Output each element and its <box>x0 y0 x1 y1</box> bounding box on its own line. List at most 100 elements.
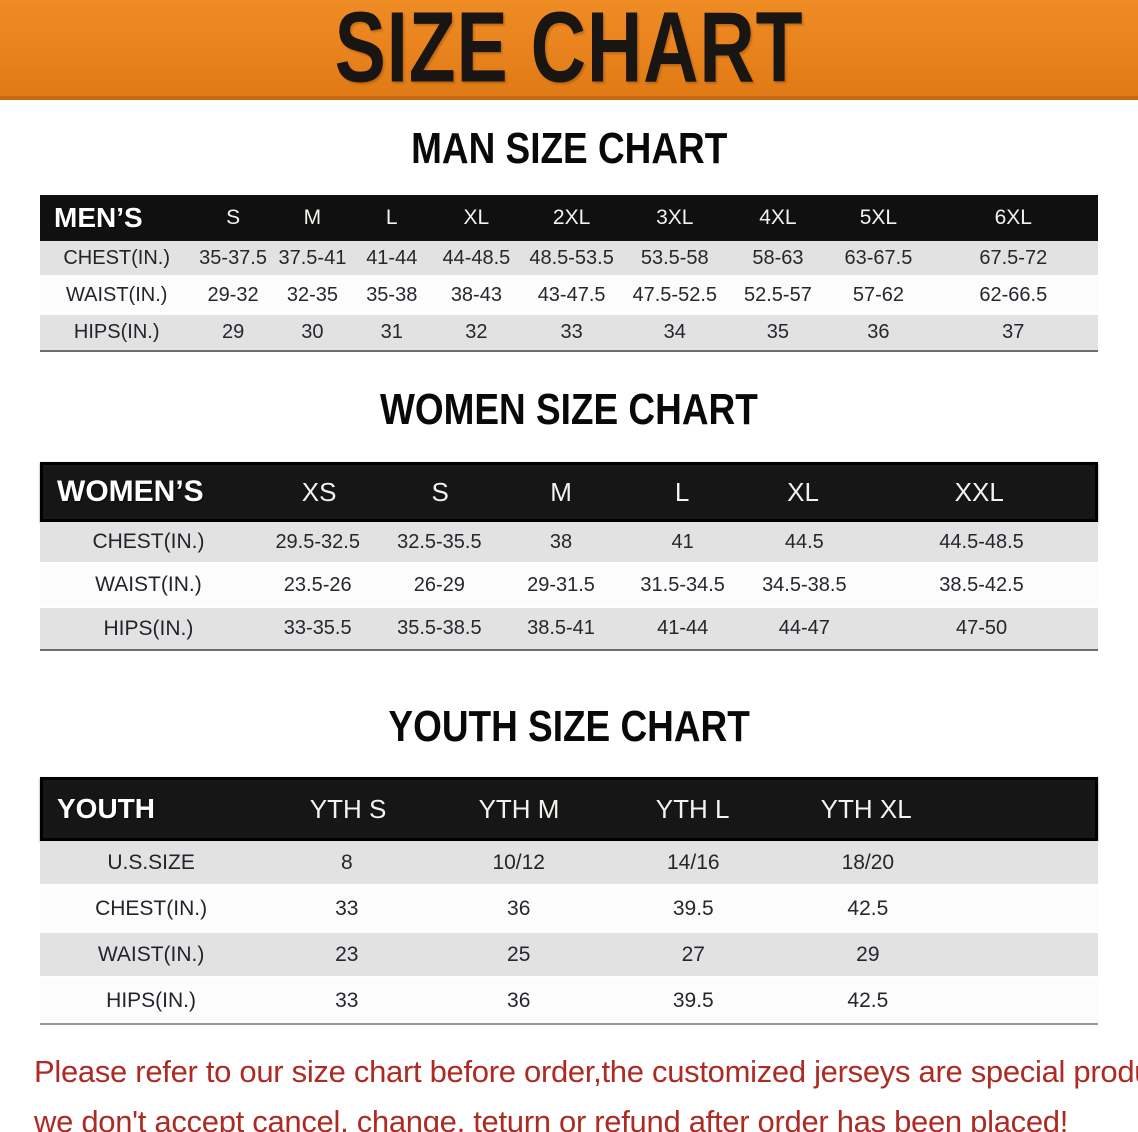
youth-value-cell: 42.5 <box>847 989 889 1012</box>
women-header-label: WOMEN’S <box>57 475 204 508</box>
men-value-cell: 48.5-53.5 <box>529 246 614 269</box>
women-value-cell: 44.5 <box>784 530 824 553</box>
women-value-cell: 31.5-34.5 <box>640 573 725 596</box>
banner: SIZE CHART <box>0 0 1138 100</box>
women-value-cell: 35.5-38.5 <box>397 617 482 639</box>
men-value-cell: 33 <box>560 321 583 343</box>
women-value-cell: 38 <box>549 530 573 553</box>
men-size-col-l: L <box>385 206 398 229</box>
youth-value-cell: 23 <box>335 942 359 966</box>
women-value-cell: 38.5-41 <box>527 617 595 639</box>
men-size-col-xl: XL <box>463 206 490 229</box>
men-value-cell: 53.5-58 <box>640 246 709 269</box>
men-size-col-5xl: 5XL <box>859 206 898 229</box>
women-value-cell: 47-50 <box>955 617 1008 639</box>
youth-value-cell: 10/12 <box>492 850 545 874</box>
men-value-cell: 41-44 <box>366 246 418 269</box>
youth-value-cell: 29 <box>856 942 880 966</box>
youth-value-cell: 33 <box>335 989 359 1012</box>
youth-row-ussize: U.S.SIZE 8 10/12 14/16 18/20 <box>40 841 1098 887</box>
men-row-label: CHEST(IN.) <box>63 246 171 269</box>
women-size-col-s: S <box>431 476 449 507</box>
women-value-cell: 44-47 <box>778 617 830 639</box>
disclaimer-line-2: we don't accept cancel, change, teturn o… <box>34 1104 1069 1132</box>
disclaimer-line-1: Please refer to our size chart before or… <box>34 1054 1138 1089</box>
women-value-cell: 44.5-48.5 <box>939 530 1024 553</box>
men-size-table: MEN’S S M L XL 2XL 3XL 4XL 5XL 6XL CHEST(IN.) 35-37… <box>0 195 1138 352</box>
youth-header-label: YOUTH <box>57 793 155 824</box>
youth-row-label: U.S.SIZE <box>107 850 195 874</box>
men-value-cell: 44-48.5 <box>442 246 511 269</box>
men-value-cell: 32-35 <box>286 283 338 306</box>
youth-size-col-yth-l: YTH L <box>655 793 730 824</box>
women-value-cell: 34.5-38.5 <box>762 573 847 596</box>
men-value-cell: 52.5-57 <box>743 283 812 306</box>
youth-value-cell: 8 <box>340 850 353 874</box>
men-size-col-6xl: 6XL <box>994 206 1032 229</box>
women-size-col-xs: XS <box>301 476 337 507</box>
men-table-header: MEN’S S M L XL 2XL 3XL 4XL 5XL 6XL <box>40 195 1098 241</box>
women-value-cell: 29.5-32.5 <box>275 530 360 553</box>
women-value-cell: 26-29 <box>413 573 465 596</box>
women-row-hipsin: HIPS(IN.) 33-35.5 35.5-38.5 38.5-41 41-44 44-… <box>40 608 1098 651</box>
men-value-cell: 35 <box>766 321 790 343</box>
youth-row-label: WAIST(IN.) <box>97 942 205 966</box>
women-size-col-m: M <box>550 476 572 507</box>
section-men: MAN SIZE CHART MEN’S S M L XL 2XL 3XL 4XL 5XL 6XL… <box>0 127 1138 352</box>
disclaimer: Please refer to our size chart before or… <box>34 1047 1138 1132</box>
women-row-waistin: WAIST(IN.) 23.5-26 26-29 29-31.5 31.5-34.5 34… <box>40 565 1098 608</box>
men-size-col-s: S <box>226 206 241 229</box>
women-value-cell: 32.5-35.5 <box>397 530 482 553</box>
youth-size-col-yth-s: YTH S <box>309 793 387 824</box>
youth-row-label: CHEST(IN.) <box>95 896 208 920</box>
men-row-hipsin: HIPS(IN.) 29 30 31 32 33 34 35 36 37 <box>40 315 1098 352</box>
women-table-header: WOMEN’S XS S M L XL XXL <box>40 462 1098 522</box>
men-value-cell: 47.5-52.5 <box>632 283 718 306</box>
men-size-col-2xl: 2XL <box>552 206 591 229</box>
men-value-cell: 57-62 <box>852 283 904 306</box>
youth-value-cell: 25 <box>507 942 531 966</box>
youth-value-cell: 27 <box>681 942 705 966</box>
men-size-col-3xl: 3XL <box>656 206 694 229</box>
women-section-title: WOMEN SIZE CHART <box>380 385 758 434</box>
men-value-cell: 36 <box>867 321 890 343</box>
women-value-cell: 29-31.5 <box>527 573 595 596</box>
men-value-cell: 35-37.5 <box>199 246 267 269</box>
men-value-cell: 63-67.5 <box>844 246 913 269</box>
men-size-col-m: M <box>303 206 322 229</box>
men-value-cell: 29 <box>221 321 245 343</box>
men-row-waistin: WAIST(IN.) 29-32 32-35 35-38 38-43 43-47.5 47.… <box>40 278 1098 315</box>
men-row-label: WAIST(IN.) <box>65 283 168 306</box>
women-value-cell: 41-44 <box>657 617 709 639</box>
men-table: MEN’S S M L XL 2XL 3XL 4XL 5XL 6XL CHEST(IN.) 35-37… <box>40 195 1098 352</box>
men-row-chestin: CHEST(IN.) 35-37.5 37.5-41 41-44 44-48.5 48.5… <box>40 241 1098 278</box>
youth-value-cell: 14/16 <box>667 850 720 874</box>
youth-value-cell: 39.5 <box>672 896 714 920</box>
men-value-cell: 32 <box>465 321 488 343</box>
men-section-title: MAN SIZE CHART <box>410 124 728 173</box>
men-value-cell: 34 <box>663 321 686 343</box>
youth-size-col-yth-m: YTH M <box>478 793 560 824</box>
youth-section-title: YOUTH SIZE CHART <box>388 702 750 751</box>
women-row-label: WAIST(IN.) <box>95 573 202 596</box>
youth-value-cell: 36 <box>507 989 531 1012</box>
men-value-cell: 30 <box>301 321 324 343</box>
women-row-label: CHEST(IN.) <box>92 530 205 553</box>
men-header-label: MEN’S <box>54 202 143 233</box>
youth-value-cell: 33 <box>335 896 359 920</box>
banner-title: SIZE CHART <box>334 0 804 104</box>
women-row-label: HIPS(IN.) <box>103 616 194 640</box>
women-table: WOMEN’S XS S M L XL XXL CHEST(IN.) 29.5-32.5 32.5… <box>40 462 1098 651</box>
youth-row-waistin: WAIST(IN.) 23 25 27 29 <box>40 933 1098 979</box>
women-value-cell: 38.5-42.5 <box>939 573 1024 596</box>
youth-size-table: YOUTH YTH S YTH M YTH L YTH XL U.S.SIZE 8 10/12… <box>0 777 1138 1025</box>
youth-value-cell: 42.5 <box>847 896 889 920</box>
youth-table: YOUTH YTH S YTH M YTH L YTH XL U.S.SIZE 8 10/12… <box>40 777 1098 1025</box>
men-value-cell: 43-47.5 <box>537 283 606 306</box>
youth-row-hipsin: HIPS(IN.) 33 36 39.5 42.5 <box>40 979 1098 1025</box>
youth-row-chestin: CHEST(IN.) 33 36 39.5 42.5 <box>40 887 1098 933</box>
youth-value-cell: 18/20 <box>841 850 895 874</box>
women-value-cell: 33-35.5 <box>283 617 352 639</box>
women-size-col-l: L <box>674 476 690 507</box>
section-women: WOMEN SIZE CHART WOMEN’S XS S M L XL XXL CHEST(… <box>0 388 1138 651</box>
